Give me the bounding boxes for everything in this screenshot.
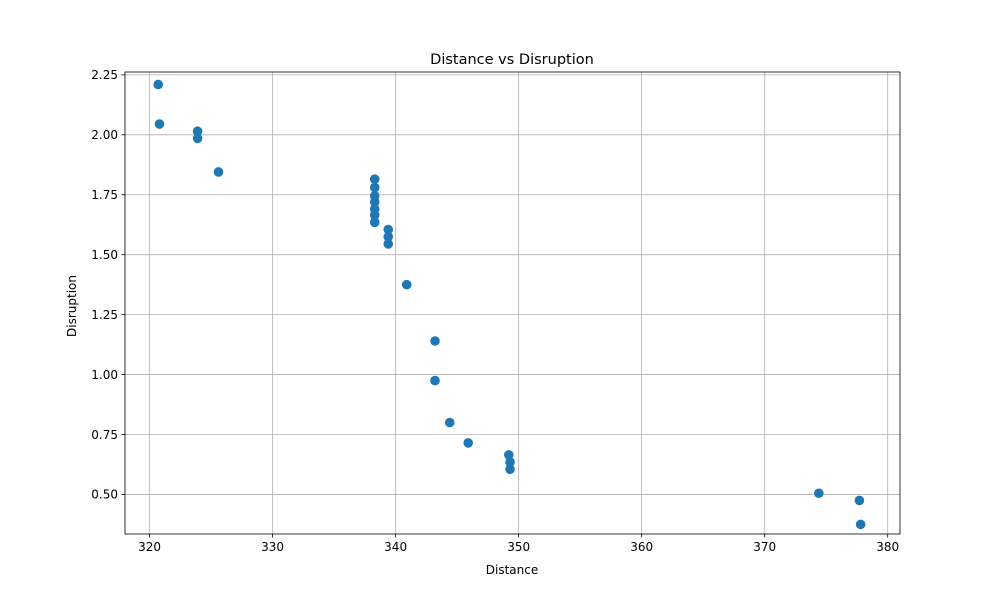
y-tick-label: 1.25 (91, 308, 118, 322)
data-point (153, 79, 164, 90)
axis-ticks: 320 330 340 350 360 370 380 0.50 0.75 1.00 1.25 1.5… (91, 68, 899, 554)
data-point (369, 174, 380, 184)
y-tick-label: 2.25 (91, 68, 118, 82)
data-point (192, 126, 203, 137)
y-tick-label: 1.00 (91, 368, 118, 382)
data-point (213, 167, 224, 177)
data-point (814, 488, 824, 499)
x-axis-label: Distance (486, 563, 538, 577)
data-point (369, 197, 380, 207)
data-point (430, 336, 440, 346)
data-point (401, 279, 412, 290)
y-tick-label: 0.50 (91, 488, 118, 502)
y-tick-label: 1.75 (91, 188, 118, 202)
y-tick-label: 0.75 (91, 428, 118, 442)
y-axis-label: Disruption (65, 275, 79, 337)
data-point (383, 239, 394, 249)
chart-title: Distance vs Disruption (430, 52, 594, 68)
data-point (463, 438, 474, 448)
data-point (855, 519, 866, 530)
plot-frame (124, 71, 901, 535)
data-point (854, 495, 865, 506)
data-point (154, 119, 165, 129)
x-tick-label: 360 (630, 540, 653, 554)
x-tick-label: 350 (507, 540, 530, 554)
y-tick-label: 2.00 (91, 128, 118, 142)
x-tick-label: 380 (876, 540, 899, 554)
data-point (369, 210, 380, 220)
data-points (153, 79, 866, 530)
data-point (369, 182, 380, 193)
data-point (505, 464, 515, 475)
x-tick-label: 340 (384, 540, 407, 554)
y-tick-label: 1.50 (91, 248, 118, 262)
data-point (430, 375, 440, 386)
grid-lines (125, 72, 900, 534)
data-point (504, 450, 514, 460)
data-point (369, 217, 380, 228)
x-tick-label: 330 (261, 540, 284, 554)
data-point (192, 133, 203, 144)
x-tick-label: 370 (753, 540, 776, 554)
data-point (444, 417, 455, 428)
x-tick-label: 320 (138, 540, 161, 554)
data-point (505, 457, 515, 467)
data-point (383, 224, 394, 235)
data-point (383, 231, 394, 242)
